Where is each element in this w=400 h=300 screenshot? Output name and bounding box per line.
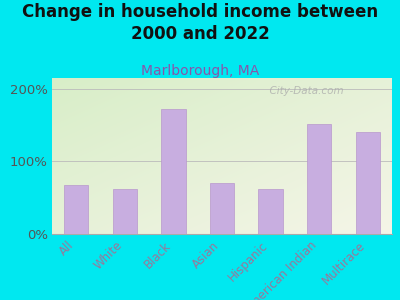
Bar xyxy=(356,132,380,234)
Bar xyxy=(64,185,88,234)
Bar xyxy=(258,189,283,234)
Bar xyxy=(113,189,137,234)
Bar xyxy=(161,109,186,234)
Bar xyxy=(307,124,331,234)
Text: Change in household income between
2000 and 2022: Change in household income between 2000 … xyxy=(22,3,378,43)
Bar xyxy=(210,183,234,234)
Text: Marlborough, MA: Marlborough, MA xyxy=(141,64,259,79)
Text: City-Data.com: City-Data.com xyxy=(263,86,344,96)
